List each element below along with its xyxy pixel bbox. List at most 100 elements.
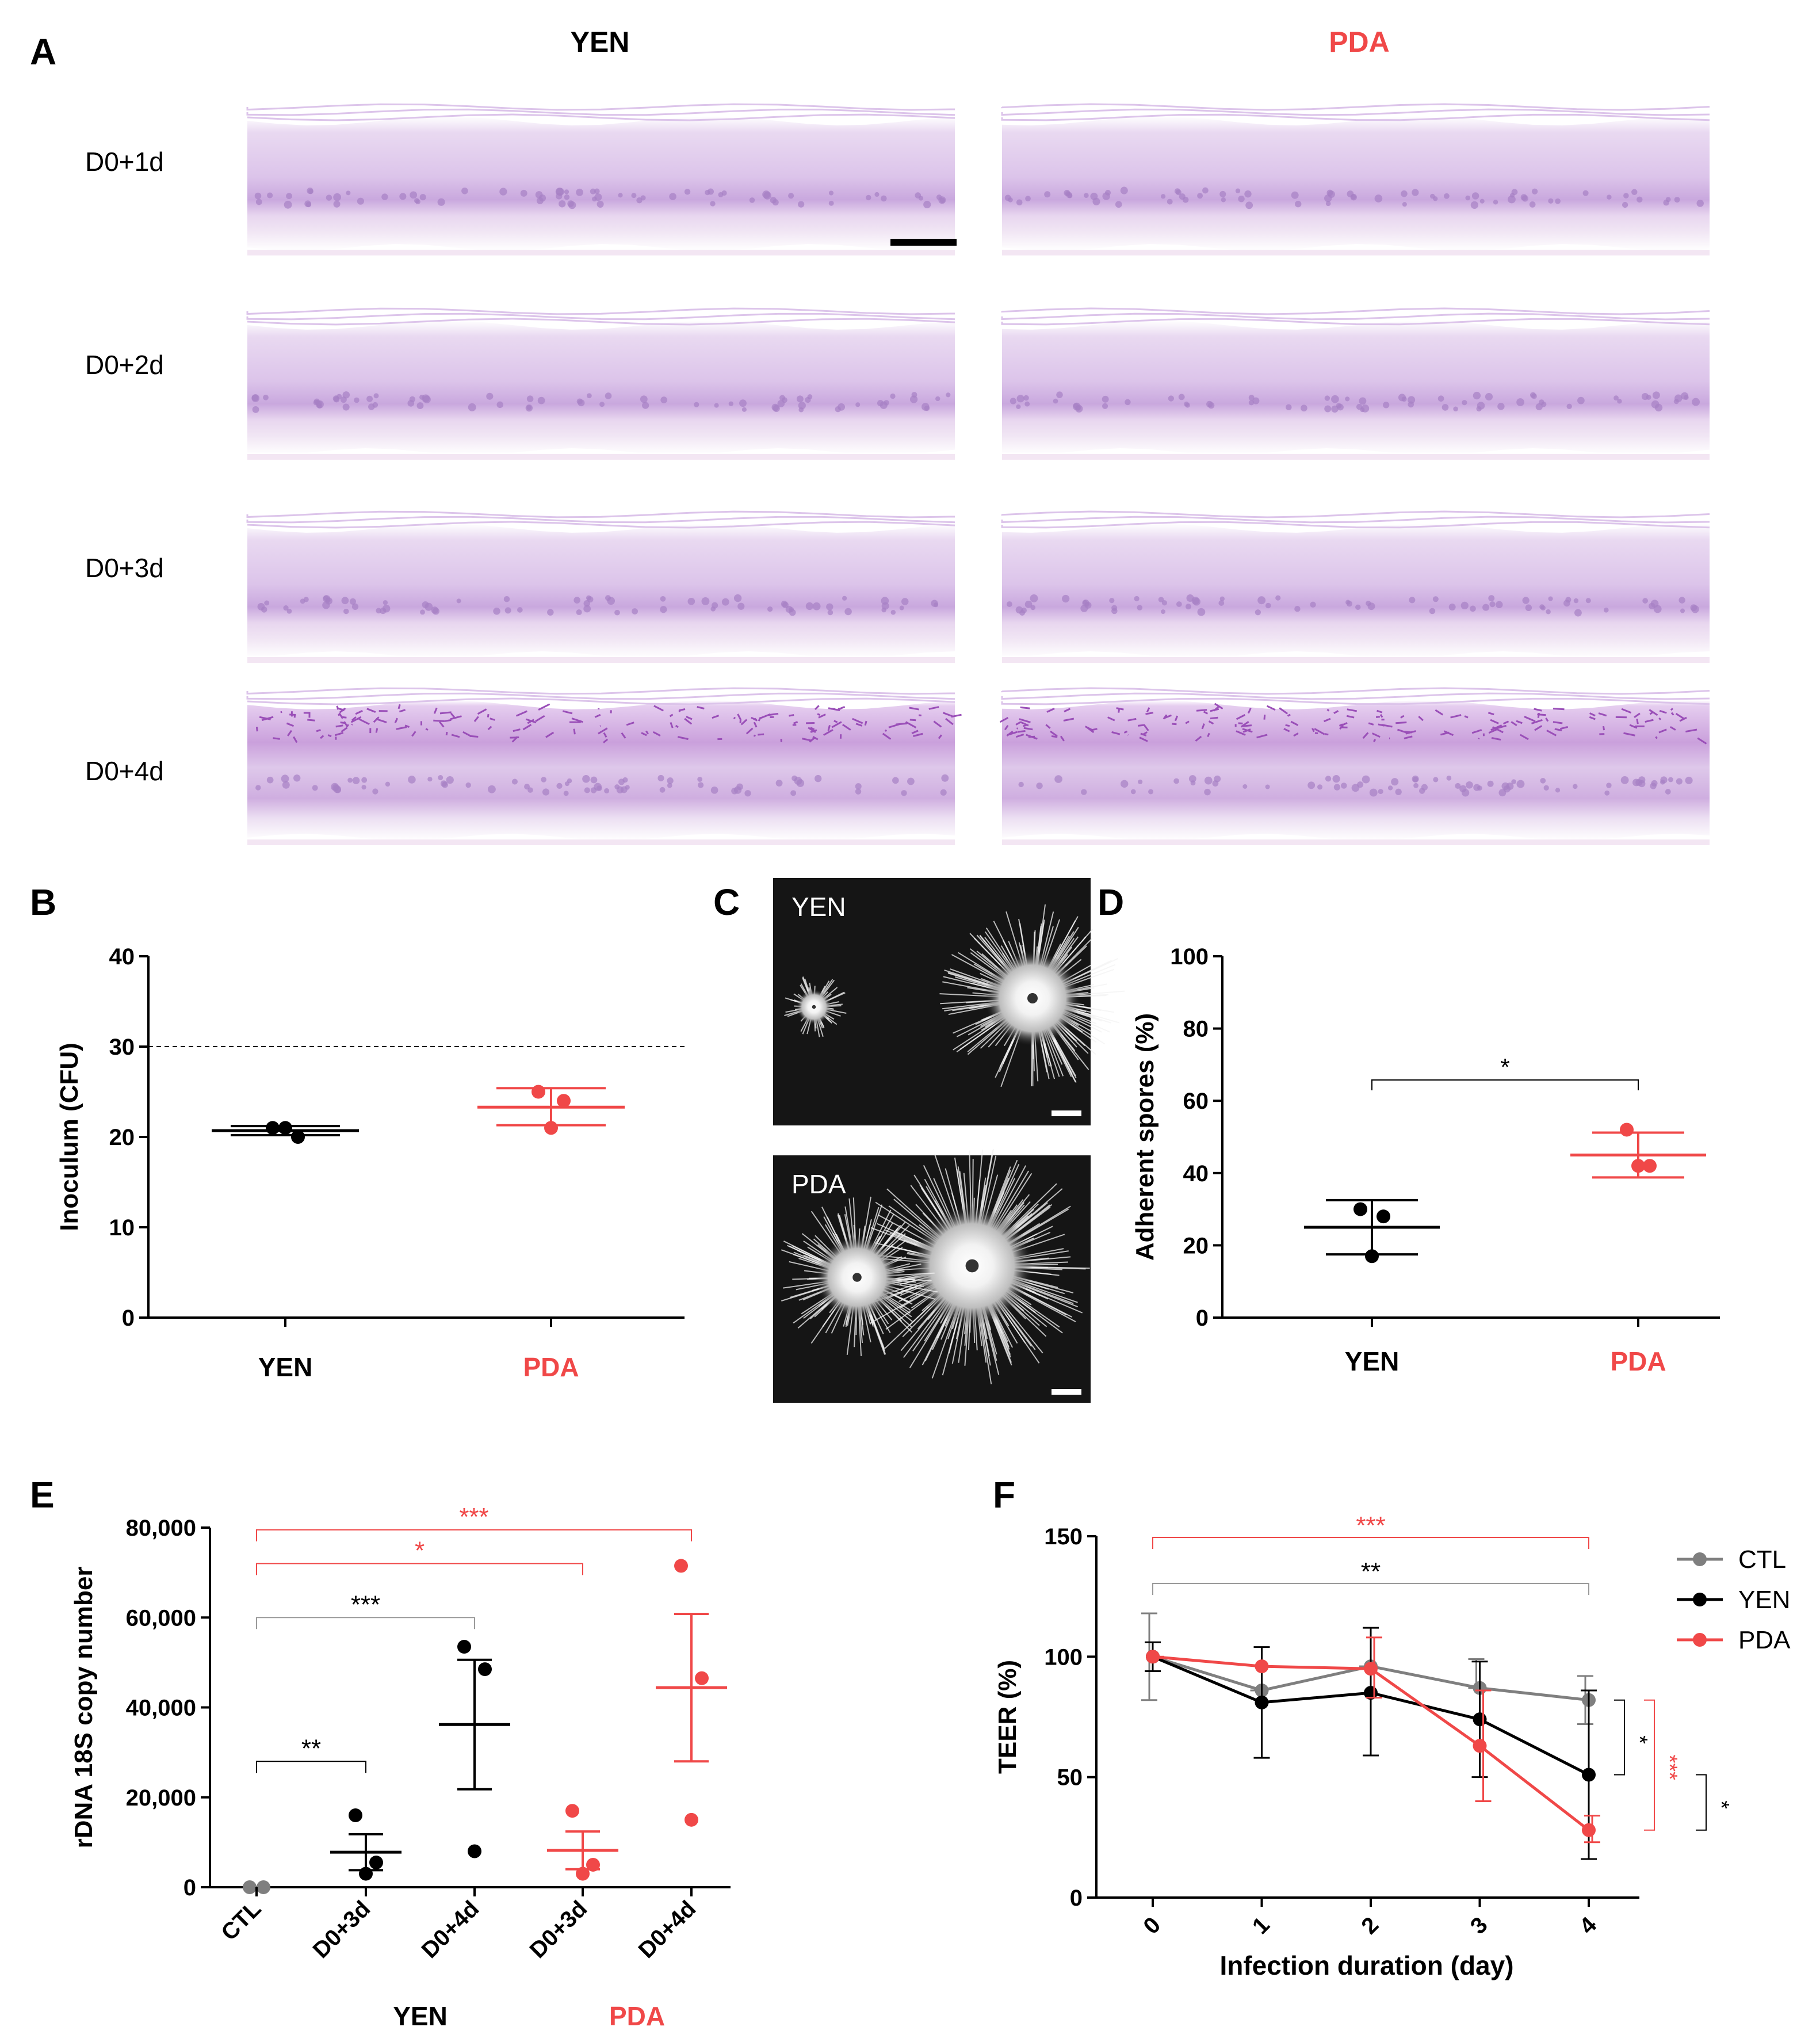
data-point: [1365, 1249, 1379, 1263]
group-label: YEN: [393, 2001, 448, 2031]
cell-nucleus: [1651, 780, 1658, 787]
cell-nucleus: [667, 777, 673, 784]
group-label: PDA: [609, 2001, 665, 2031]
tissue-band: [1002, 116, 1710, 251]
cell-nucleus: [468, 403, 476, 411]
x-axis-label: Infection duration (day): [1219, 1951, 1513, 1980]
cell-nucleus: [564, 194, 570, 200]
histology-section: [1002, 308, 1710, 460]
hypha: [839, 707, 844, 709]
cell-nucleus: [1189, 775, 1196, 783]
cell-nucleus: [694, 402, 699, 407]
panelA-col-header-pda: PDA: [1329, 26, 1390, 58]
cell-nucleus: [342, 597, 349, 604]
x-category-label: CTL: [216, 1896, 266, 1945]
cell-nucleus: [1025, 601, 1033, 608]
significance-label: ***: [351, 1590, 380, 1619]
cell-nucleus: [788, 193, 794, 199]
cell-nucleus: [521, 190, 527, 197]
cell-nucleus: [1555, 788, 1560, 792]
cell-nucleus: [773, 199, 779, 205]
hypha: [1020, 707, 1030, 708]
cell-nucleus: [1540, 605, 1546, 610]
cell-nucleus: [1516, 780, 1524, 788]
cell-nucleus: [722, 598, 729, 606]
y-axis-label: TEER (%): [993, 1660, 1022, 1774]
cell-nucleus: [1583, 190, 1589, 196]
cell-nucleus: [797, 779, 805, 787]
cell-nucleus: [1651, 600, 1659, 608]
cell-nucleus: [1429, 608, 1436, 614]
cell-nucleus: [1459, 785, 1466, 792]
hypha: [1196, 710, 1207, 711]
hypha: [1286, 725, 1290, 726]
cell-nucleus: [1391, 778, 1398, 785]
micrograph-scale-bar: [1052, 1389, 1081, 1395]
cell-nucleus: [1204, 789, 1211, 796]
cell-nucleus: [669, 193, 676, 200]
stratum-line: [1002, 688, 1710, 694]
cell-nucleus: [1565, 597, 1571, 602]
cell-nucleus: [782, 397, 787, 403]
hypha: [896, 723, 907, 724]
hypha: [1325, 734, 1328, 735]
cell-nucleus: [308, 189, 313, 194]
cell-nucleus: [1516, 398, 1524, 406]
cell-nucleus: [1607, 194, 1612, 200]
data-point: [1377, 1209, 1390, 1223]
cell-nucleus: [1025, 196, 1031, 201]
legend-marker: [1693, 1633, 1707, 1647]
cell-nucleus: [597, 201, 604, 208]
cell-nucleus: [1238, 196, 1244, 202]
cell-nucleus: [417, 402, 424, 409]
hypha: [445, 720, 452, 721]
data-point: [278, 1121, 292, 1135]
cell-nucleus: [1453, 407, 1458, 412]
cell-nucleus: [631, 193, 636, 198]
cell-nucleus: [539, 194, 546, 201]
cell-nucleus: [731, 788, 738, 795]
cell-nucleus: [1466, 781, 1473, 789]
cell-nucleus: [884, 400, 889, 405]
cell-nucleus: [1244, 190, 1251, 197]
hypha: [1659, 718, 1660, 720]
cell-nucleus: [1328, 190, 1335, 198]
cell-nucleus: [350, 598, 356, 605]
hypha: [679, 709, 685, 711]
cell-nucleus: [697, 777, 702, 782]
y-tick-label: 80: [1183, 1017, 1209, 1042]
histology-section: [1002, 512, 1710, 663]
stratum-line: [1002, 308, 1710, 314]
data-point: [1473, 1739, 1487, 1753]
cell-nucleus: [1433, 596, 1439, 602]
hypha: [346, 725, 349, 726]
panel-letter-b: B: [30, 881, 56, 923]
cell-nucleus: [1655, 404, 1662, 411]
cell-nucleus: [286, 193, 292, 199]
cell-nucleus: [267, 777, 274, 784]
cell-nucleus: [353, 777, 360, 784]
y-tick-label: 20: [1183, 1233, 1209, 1258]
cell-nucleus: [660, 787, 666, 793]
data-point: [1353, 1203, 1367, 1216]
cell-nucleus: [1084, 193, 1089, 198]
cell-nucleus: [1294, 606, 1300, 612]
cell-nucleus: [1291, 192, 1299, 199]
cell-nucleus: [1255, 609, 1261, 615]
basement-membrane: [1002, 454, 1710, 460]
legend-label: YEN: [1738, 1586, 1790, 1614]
cell-nucleus: [1219, 191, 1226, 197]
data-point: [1473, 1712, 1487, 1726]
cell-nucleus: [337, 394, 342, 399]
cell-nucleus: [934, 602, 938, 607]
cell-nucleus: [1090, 193, 1098, 200]
cell-nucleus: [293, 774, 300, 781]
data-point: [532, 1085, 545, 1099]
cell-nucleus: [256, 199, 262, 205]
cell-nucleus: [941, 774, 949, 782]
cell-nucleus: [1548, 597, 1553, 601]
cell-nucleus: [742, 407, 747, 412]
cell-nucleus: [1471, 201, 1478, 209]
